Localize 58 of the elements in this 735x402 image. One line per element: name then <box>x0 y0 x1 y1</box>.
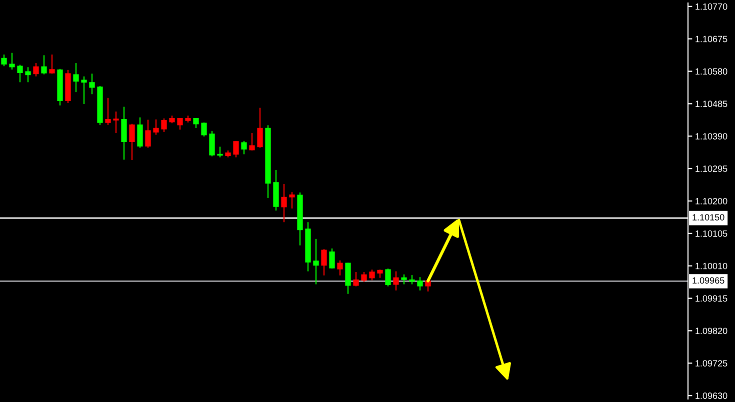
candlestick <box>193 117 199 128</box>
y-tick-label: 1.10675 <box>696 36 728 42</box>
candlestick <box>361 271 367 282</box>
candlestick <box>209 130 215 157</box>
candlestick <box>321 248 327 276</box>
ref-line-label: 1.09965 <box>692 277 724 284</box>
y-tick-label: 1.10770 <box>696 3 728 10</box>
candlestick <box>385 268 391 287</box>
y-tick-label: 1.09630 <box>696 392 728 399</box>
candlestick <box>393 270 399 291</box>
candlestick <box>353 271 359 287</box>
y-tick-label: 1.10010 <box>696 262 728 270</box>
candlestick <box>121 106 127 160</box>
y-tick-label: 1.10485 <box>696 100 728 108</box>
candlestick <box>233 140 239 158</box>
y-tick-label: 1.10105 <box>696 230 728 237</box>
y-tick-label: 1.10580 <box>696 68 728 75</box>
candlestick <box>89 73 95 95</box>
candlestick <box>153 118 159 136</box>
candlestick <box>409 274 415 285</box>
candlestick <box>33 62 39 77</box>
candlestick <box>337 260 343 276</box>
candlestick <box>249 132 255 152</box>
candlestick <box>105 97 111 126</box>
candlestick <box>329 248 335 270</box>
candlestick <box>241 140 247 155</box>
candlestick <box>217 146 223 158</box>
candlestick <box>145 119 151 148</box>
ref-line-label: 1.10150 <box>692 214 724 220</box>
candlestick <box>41 54 47 75</box>
candlestick <box>201 122 207 138</box>
candlestick <box>313 238 319 285</box>
candlestick <box>345 262 351 294</box>
candlestick <box>25 66 31 83</box>
candlestick <box>17 64 23 83</box>
candlestick <box>417 276 423 291</box>
candlestick <box>289 192 295 210</box>
y-tick-label: 1.09820 <box>696 328 728 334</box>
y-tick-label: 1.10200 <box>696 198 728 204</box>
candlestick <box>129 123 135 161</box>
candlestick <box>9 52 15 70</box>
candlestick <box>113 111 119 134</box>
y-tick-label: 1.10390 <box>696 133 728 140</box>
candlestick <box>369 269 375 281</box>
candlestick <box>1 54 7 67</box>
candlestick <box>49 54 55 74</box>
y-tick-label: 1.09725 <box>696 360 728 367</box>
y-tick-label: 1.10295 <box>696 166 728 172</box>
candlestick <box>73 62 79 93</box>
candlestick <box>401 274 407 285</box>
candlestick <box>81 76 87 105</box>
candlestick <box>273 169 279 212</box>
candlestick <box>137 116 143 148</box>
candlestick <box>177 117 183 130</box>
candlestick <box>257 107 263 148</box>
y-tick-label: 1.09915 <box>696 295 728 302</box>
candlestick <box>281 183 287 223</box>
candlestick <box>161 118 167 133</box>
